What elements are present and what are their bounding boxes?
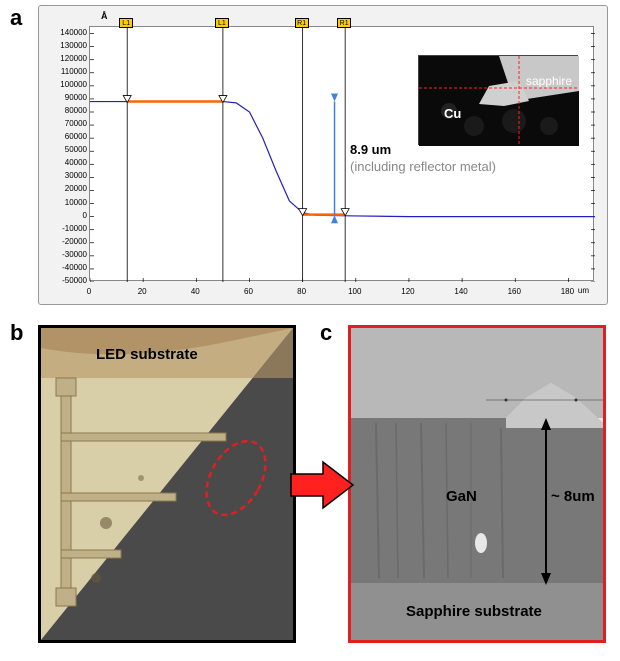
measurement-annotation: 8.9 um (including reflector metal) — [350, 142, 496, 176]
y-tick-label: -20000 — [47, 237, 87, 246]
chart-marker: L1 — [215, 18, 229, 28]
x-tick-label: 120 — [393, 287, 423, 296]
x-tick-label: 60 — [233, 287, 263, 296]
y-tick-label: 20000 — [47, 184, 87, 193]
y-tick-label: 30000 — [47, 171, 87, 180]
x-axis-unit: um — [578, 286, 589, 295]
chart-marker: R1 — [295, 18, 309, 28]
plot-area: 8.9 um (including reflector metal) Cu sa… — [89, 26, 594, 281]
y-tick-label: 0 — [47, 211, 87, 220]
inset-sapphire-label: sapphire — [526, 74, 572, 88]
y-tick-label: 40000 — [47, 158, 87, 167]
x-tick-label: 140 — [446, 287, 476, 296]
measurement-value: 8.9 um — [350, 142, 391, 157]
x-tick-label: 0 — [74, 287, 104, 296]
y-tick-label: 110000 — [47, 67, 87, 76]
x-tick-label: 20 — [127, 287, 157, 296]
arrow-icon — [289, 460, 355, 510]
panel-c-svg — [351, 328, 603, 640]
chart-marker: R1 — [337, 18, 351, 28]
y-tick-label: 70000 — [47, 119, 87, 128]
y-tick-label: 120000 — [47, 54, 87, 63]
y-tick-label: 80000 — [47, 106, 87, 115]
x-tick-label: 160 — [499, 287, 529, 296]
panel-b-label: b — [10, 320, 23, 346]
y-tick-label: -30000 — [47, 250, 87, 259]
x-tick-label: 80 — [287, 287, 317, 296]
y-tick-label: 140000 — [47, 28, 87, 37]
inset-svg — [419, 56, 579, 146]
y-tick-label: -10000 — [47, 224, 87, 233]
panel-b-micrograph: LED substrate — [38, 325, 296, 643]
panel-c-label: c — [320, 320, 332, 346]
panel-a-chart: Å 8.9 um (including reflector metal) — [38, 5, 608, 305]
y-tick-label: 50000 — [47, 145, 87, 154]
chart-marker: L1 — [119, 18, 133, 28]
y-tick-label: -40000 — [47, 263, 87, 272]
y-tick-label: 60000 — [47, 132, 87, 141]
y-tick-label: 90000 — [47, 93, 87, 102]
x-tick-label: 40 — [180, 287, 210, 296]
inset-cu-label: Cu — [444, 106, 461, 121]
panel-c-sem: GaN ~ 8um Sapphire substrate — [348, 325, 606, 643]
transition-arrow — [289, 460, 355, 510]
measurement-note: (including reflector metal) — [350, 159, 496, 174]
panel-a-label: a — [10, 5, 22, 31]
sapphire-substrate-label: Sapphire substrate — [406, 603, 542, 620]
y-tick-label: 100000 — [47, 80, 87, 89]
led-substrate-label: LED substrate — [96, 346, 198, 363]
gan-label: GaN — [446, 488, 477, 505]
y-tick-label: 130000 — [47, 41, 87, 50]
x-tick-label: 100 — [340, 287, 370, 296]
y-tick-label: 10000 — [47, 198, 87, 207]
y-tick-label: -50000 — [47, 276, 87, 285]
panel-b-svg — [41, 328, 293, 640]
inset-micrograph: Cu sapphire — [418, 55, 578, 145]
y-axis-unit: Å — [101, 11, 108, 21]
thickness-label: ~ 8um — [551, 488, 595, 505]
